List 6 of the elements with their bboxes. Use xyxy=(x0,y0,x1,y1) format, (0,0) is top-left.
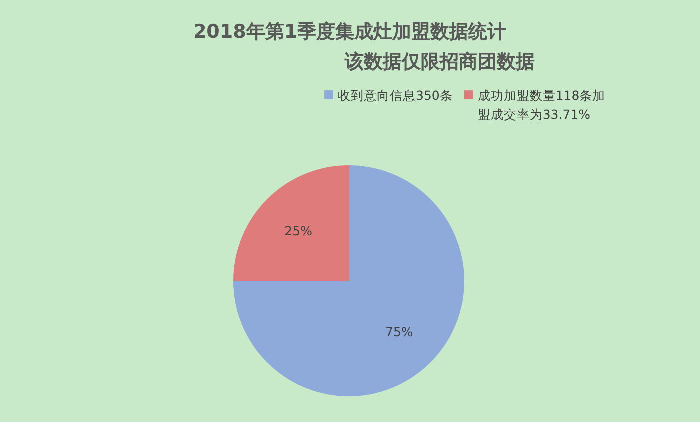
legend-entry: 成功加盟数量118条加盟成交率为33.71% xyxy=(464,88,606,122)
legend-entry: 收到意向信息350条 xyxy=(324,88,453,103)
data-label: 25% xyxy=(284,224,313,239)
chart-subtitle: 该数据仅限招商团数据 xyxy=(344,51,535,73)
chart-title: 2018年第1季度集成灶加盟数据统计 xyxy=(193,21,507,43)
data-label: 75% xyxy=(386,324,414,340)
